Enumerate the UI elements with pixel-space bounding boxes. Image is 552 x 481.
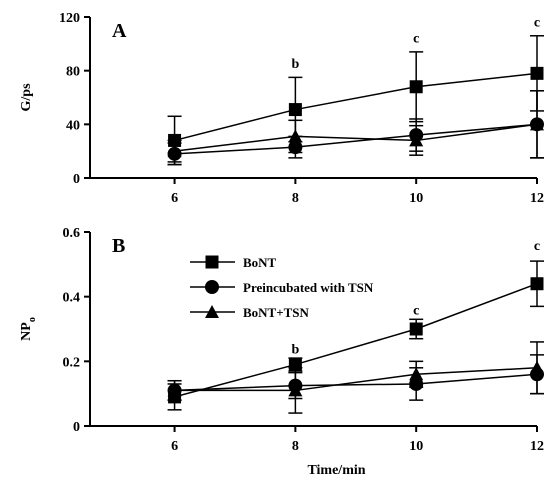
significance-label: c	[413, 303, 419, 318]
y-axis-label-subscript: o	[27, 317, 38, 322]
data-point-square-marker	[530, 277, 544, 291]
y-axis-label: G/ps	[19, 83, 34, 112]
data-point-square-marker	[409, 80, 423, 94]
significance-label: b	[291, 57, 299, 72]
series-line	[174, 283, 538, 398]
y-axis-label-text: NP	[19, 322, 34, 341]
data-point-square-marker	[530, 66, 544, 80]
panel-b-chart: 0 0.2 0.4 0.6 6 8 10 12 NPo Time/min Bb c c BoNT Prein…	[19, 226, 544, 478]
legend-circle-marker	[205, 280, 219, 294]
y-axis-label: NPo	[19, 317, 38, 341]
legend-triangle-marker	[205, 305, 219, 318]
y-tick-label: 0	[73, 420, 80, 435]
y-tick-label: 0.6	[63, 226, 81, 241]
data-point-triangle-marker	[409, 133, 424, 147]
legend-label: BoNT	[243, 255, 277, 270]
significance-label: c	[534, 239, 540, 254]
data-point-square-marker	[409, 322, 423, 336]
series-line	[174, 373, 538, 392]
x-axis-label: Time/min	[307, 463, 365, 478]
data-point-square-marker	[288, 103, 302, 117]
y-tick-label: 120	[59, 11, 80, 26]
series-line	[174, 72, 538, 142]
panel-label: A	[112, 20, 127, 42]
x-tick-label: 10	[409, 191, 423, 206]
x-tick-label: 12	[530, 191, 544, 206]
data-point-triangle-marker	[530, 117, 544, 131]
data-point-triangle-marker	[530, 360, 544, 374]
legend-square-marker	[205, 255, 219, 269]
legend: BoNT Preincubated with TSN BoNT+TSN	[190, 255, 374, 320]
x-tick-label: 8	[292, 439, 299, 454]
x-tick-label: 12	[530, 439, 544, 454]
series-square	[167, 260, 544, 411]
legend-label: Preincubated with TSN	[243, 280, 374, 295]
panel-a-chart: 0 40 80 120 6 8 10 12 G/ps Ab c c	[19, 11, 544, 206]
data-point-triangle-marker	[288, 129, 303, 143]
series-triangle	[167, 341, 544, 414]
panel-label: B	[112, 235, 125, 257]
y-tick-label: 40	[66, 118, 80, 133]
legend-item: BoNT+TSN	[190, 305, 310, 320]
x-tick-label: 6	[171, 439, 178, 454]
series-line	[174, 367, 538, 392]
series-line	[174, 123, 538, 155]
legend-item: Preincubated with TSN	[190, 280, 374, 295]
significance-label: c	[413, 31, 419, 46]
data-point-triangle-marker	[167, 144, 182, 158]
legend-label: BoNT+TSN	[243, 305, 310, 320]
y-tick-label: 0.2	[63, 355, 81, 370]
data-point-triangle-marker	[409, 367, 424, 381]
y-axis-label-text: G/ps	[19, 83, 34, 112]
x-tick-label: 8	[292, 191, 299, 206]
data-point-triangle-marker	[167, 383, 182, 397]
data-point-triangle-marker	[288, 383, 303, 397]
legend-item: BoNT	[190, 255, 277, 270]
significance-label: b	[291, 342, 299, 357]
y-tick-label: 0	[73, 172, 80, 187]
y-tick-label: 80	[66, 65, 80, 80]
y-tick-label: 0.4	[63, 291, 81, 306]
significance-label: c	[534, 15, 540, 30]
x-tick-label: 10	[409, 439, 423, 454]
x-tick-label: 6	[171, 191, 178, 206]
series-line	[174, 123, 538, 152]
series-triangle	[167, 90, 544, 163]
series-circle	[167, 354, 544, 401]
